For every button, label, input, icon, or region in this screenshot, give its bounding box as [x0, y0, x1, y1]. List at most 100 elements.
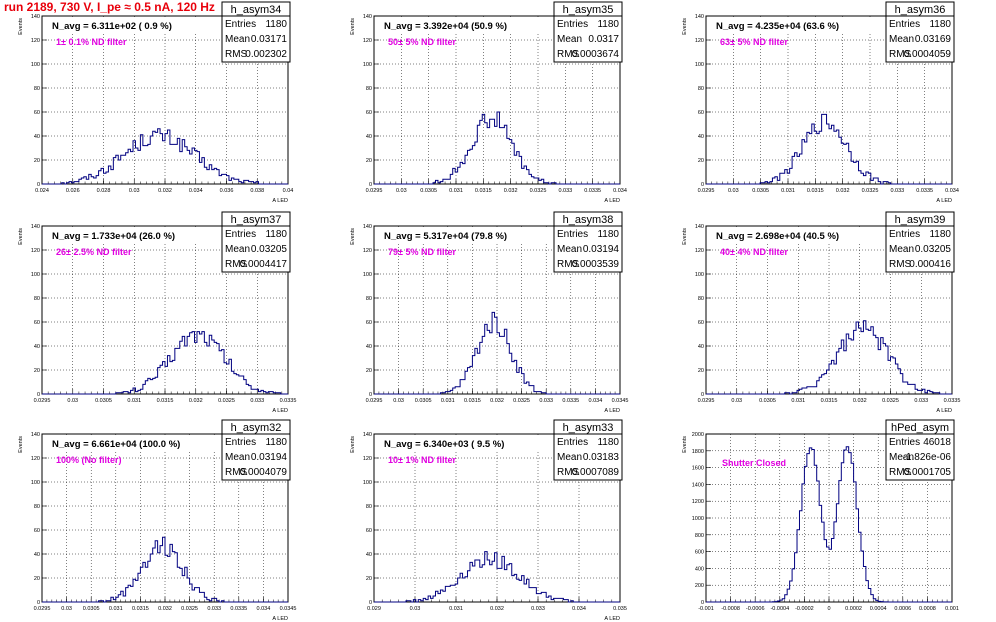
stats-row-value: 1180	[265, 229, 287, 240]
x-tick-label: 0.0335	[584, 188, 601, 194]
x-tick-label: 0.029	[367, 606, 381, 612]
x-tick-label: 0.03	[396, 188, 407, 194]
x-tick-label: 0.0335	[916, 188, 933, 194]
filter-label: 79± 5% ND filter	[388, 247, 456, 257]
x-tick-label: 0.0315	[132, 606, 149, 612]
y-tick-label: 120	[363, 248, 372, 254]
histogram-panel: 0.0295 0.03 0.0305 0.031 0.0315 0.032 0.0325 0.…	[682, 1, 959, 204]
x-tick-label: 0.034	[945, 188, 959, 194]
x-tick-label: 0.03	[67, 398, 78, 404]
stats-row-label: RMS	[557, 467, 580, 478]
stats-row-label: RMS	[225, 49, 248, 60]
histogram-panel: 0.0295 0.03 0.0305 0.031 0.0315 0.032 0.0325 0.…	[350, 1, 627, 204]
y-tick-label: 80	[366, 86, 372, 92]
x-tick-label: 0.0305	[420, 188, 437, 194]
y-tick-label: 80	[698, 86, 704, 92]
navg-box	[710, 228, 882, 242]
histogram-panel: -0.001 -0.0008 -0.0006 -0.0004 -0.0002 0 0.000…	[682, 419, 959, 612]
y-tick-label: 120	[31, 38, 40, 44]
stats-row-value: 1180	[597, 437, 619, 448]
y-axis-label: Events	[18, 436, 24, 453]
stats-row-label: Mean	[889, 452, 914, 463]
stats-row-value: 0.002302	[245, 49, 287, 60]
x-tick-label: -0.001	[698, 606, 714, 612]
y-tick-label: 0	[369, 600, 372, 606]
stats-row-label: RMS	[225, 467, 248, 478]
stats-row-value: 0.0004079	[240, 467, 288, 478]
x-tick-label: 0.0345	[612, 398, 629, 404]
stats-box	[553, 211, 623, 273]
filter-label: 63± 5% ND filter	[720, 37, 788, 47]
y-axis-label: Events	[18, 18, 24, 35]
y-tick-label: 100	[31, 62, 40, 68]
x-tick-label: 0.028	[97, 188, 111, 194]
stats-row-value: 0.0004417	[240, 259, 288, 270]
histogram-line	[374, 111, 620, 185]
x-tick-label: 0.032	[853, 398, 867, 404]
y-axis-label: Events	[682, 436, 688, 453]
stats-row-label: Entries	[557, 437, 588, 448]
filter-label: 40± 4% ND filter	[720, 247, 788, 257]
navg-label: N_avg = 4.235e+04 (63.6 %)	[716, 21, 839, 32]
stats-row-label: Entries	[557, 19, 588, 30]
y-tick-label: 40	[698, 344, 704, 350]
x-tick-label: 0.03	[393, 398, 404, 404]
stats-row-label: Mean	[557, 34, 582, 45]
x-tick-label: 0.0004	[870, 606, 887, 612]
y-tick-label: 100	[363, 480, 372, 486]
x-tick-label: 0.03	[728, 188, 739, 194]
y-tick-label: 0	[369, 182, 372, 188]
y-tick-label: 20	[698, 368, 704, 374]
stats-row-value: 0.03183	[583, 452, 620, 463]
stats-row-value: 0.03171	[251, 34, 288, 45]
x-tick-label: 0.031	[791, 398, 805, 404]
y-tick-label: 60	[34, 320, 40, 326]
y-axis-label: Events	[682, 18, 688, 35]
y-axis-label: Events	[350, 18, 356, 35]
x-tick-label: 0.036	[220, 188, 234, 194]
x-tick-label: 0.0305	[83, 606, 100, 612]
x-tick-label: 0.0335	[562, 398, 579, 404]
x-tick-label: 0.0325	[513, 398, 530, 404]
y-tick-label: 80	[34, 504, 40, 510]
x-tick-label: 0.033	[558, 188, 572, 194]
stats-title: h_asym33	[563, 422, 614, 434]
x-tick-label: 0.0315	[464, 398, 481, 404]
stats-row-label: Mean	[557, 244, 582, 255]
navg-label: N_avg = 1.733e+04 (26.0 %)	[52, 231, 175, 242]
y-tick-label: 140	[695, 14, 704, 20]
x-tick-label: 0.0295	[698, 188, 715, 194]
x-tick-label: 0.024	[35, 188, 49, 194]
y-axis-label: Events	[18, 228, 24, 245]
x-tick-label: 0.0295	[366, 188, 383, 194]
histogram-line	[42, 128, 288, 185]
stats-row-label: Entries	[889, 229, 920, 240]
x-tick-label: 0.0325	[530, 188, 547, 194]
y-tick-label: 80	[34, 86, 40, 92]
x-axis-label: A LED	[272, 198, 288, 204]
stats-row-label: RMS	[889, 259, 912, 270]
histogram-panel: 0.024 0.026 0.028 0.03 0.032 0.034 0.036 0.038 0…	[18, 1, 293, 204]
y-tick-label: 140	[31, 224, 40, 230]
stats-title: h_asym34	[231, 4, 282, 16]
stats-row-value: 1180	[265, 437, 287, 448]
y-tick-label: 2000	[692, 432, 704, 438]
navg-label: N_avg = 6.340e+03 ( 9.5 %)	[384, 439, 504, 450]
y-axis-label: Events	[682, 228, 688, 245]
y-tick-label: 400	[695, 566, 704, 572]
stats-row-label: Mean	[557, 452, 582, 463]
y-tick-label: 60	[698, 320, 704, 326]
run-title: run 2189, 730 V, I_pe ≈ 0.5 nA, 120 Hz	[4, 0, 215, 14]
x-tick-label: 0.031	[449, 188, 463, 194]
y-tick-label: 200	[695, 583, 704, 589]
y-tick-label: 40	[34, 134, 40, 140]
y-tick-label: 40	[366, 552, 372, 558]
y-tick-label: 60	[34, 528, 40, 534]
x-tick-label: 0.032	[836, 188, 850, 194]
x-tick-label: 0.032	[504, 188, 518, 194]
histogram-line	[42, 536, 288, 603]
y-tick-label: 40	[34, 552, 40, 558]
x-axis-label: A LED	[936, 408, 952, 414]
stats-row-value: -1.826e-06	[903, 452, 952, 463]
x-tick-label: 0.031	[449, 606, 463, 612]
